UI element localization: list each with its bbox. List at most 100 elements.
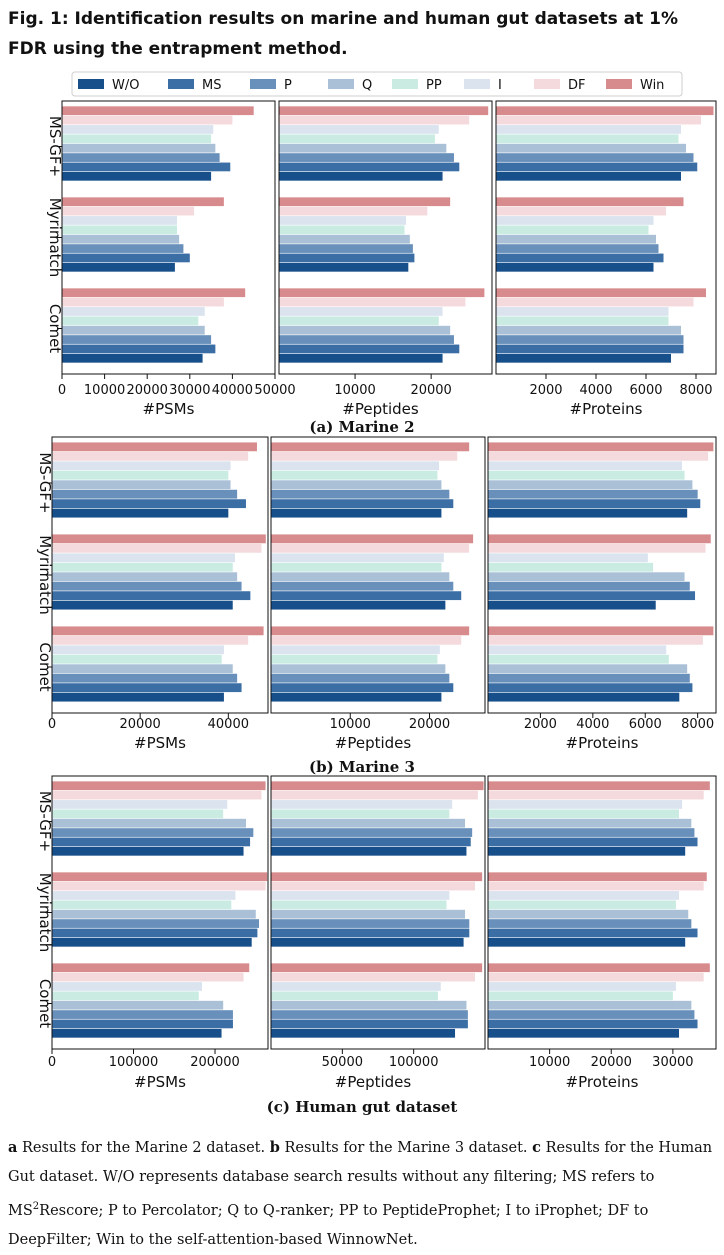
figure-caption: a Results for the Marine 2 dataset. b Re… bbox=[8, 1133, 720, 1255]
bar-myrimatch-pp bbox=[279, 225, 405, 235]
x-axis-label: #Peptides bbox=[335, 1073, 412, 1091]
bar-comet-ms bbox=[52, 1019, 233, 1029]
bar-myrimatch-win bbox=[496, 197, 684, 207]
bar-comet-i bbox=[52, 982, 202, 991]
legend: W/O MS P Q PP I DF Win bbox=[71, 71, 683, 97]
bar-msgf-wo bbox=[279, 171, 443, 181]
legend-item-i: I bbox=[464, 78, 502, 93]
bar-comet-win bbox=[496, 288, 706, 298]
bar-myrimatch-df bbox=[496, 206, 666, 216]
bar-myrimatch-q bbox=[488, 572, 685, 582]
bar-msgf-df bbox=[52, 451, 249, 461]
bar-msgf-df bbox=[488, 451, 709, 461]
bar-msgf-q bbox=[271, 818, 466, 828]
bar-comet-q bbox=[271, 1000, 467, 1010]
caption-label-c: c bbox=[532, 1139, 541, 1156]
bar-msgf-wo bbox=[496, 171, 681, 181]
x-tick-label: 30000 bbox=[652, 1055, 693, 1070]
bar-comet-p bbox=[52, 673, 238, 683]
y-category-label: Comet bbox=[36, 642, 54, 691]
bar-myrimatch-p bbox=[488, 581, 690, 591]
bar-myrimatch-pp bbox=[62, 225, 178, 235]
bar-msgf-p bbox=[496, 153, 694, 162]
x-tick-label: 4000 bbox=[576, 717, 609, 732]
bar-msgf-df bbox=[496, 115, 701, 125]
bar-myrimatch-i bbox=[271, 891, 450, 900]
bar-msgf-win bbox=[52, 442, 257, 452]
bar-comet-q bbox=[52, 1000, 224, 1010]
bar-myrimatch-wo bbox=[488, 600, 656, 610]
bar-msgf-wo bbox=[271, 508, 442, 518]
subplot-psms: 0 20000 40000 #PSMs bbox=[48, 436, 269, 752]
bar-comet-pp bbox=[488, 991, 673, 1001]
bar-msgf-ms bbox=[488, 499, 701, 509]
bar-comet-df bbox=[62, 297, 224, 307]
bar-msgf-wo bbox=[488, 508, 688, 518]
bar-myrimatch-ms bbox=[271, 591, 462, 601]
x-axis-label: #Proteins bbox=[566, 734, 639, 752]
bar-msgf-p bbox=[271, 489, 450, 499]
legend-label: Q bbox=[362, 78, 372, 93]
bar-msgf-i bbox=[52, 800, 228, 809]
legend-item-pp: PP bbox=[392, 78, 442, 93]
bar-comet-p bbox=[52, 1010, 233, 1019]
bar-myrimatch-wo bbox=[62, 262, 175, 272]
bar-comet-ms bbox=[488, 683, 693, 693]
x-tick-label: 10000 bbox=[330, 717, 371, 732]
bar-msgf-wo bbox=[271, 846, 467, 856]
bar-msgf-i bbox=[488, 461, 682, 471]
legend-frame bbox=[71, 71, 683, 97]
caption-label-b: b bbox=[269, 1139, 280, 1156]
bar-myrimatch-i bbox=[52, 891, 236, 900]
bar-myrimatch-q bbox=[52, 909, 256, 919]
bar-msgf-p bbox=[488, 489, 698, 499]
bar-msgf-win bbox=[62, 106, 254, 116]
bar-myrimatch-pp bbox=[52, 900, 232, 910]
bar-myrimatch-i bbox=[62, 216, 178, 225]
bar-msgf-pp bbox=[279, 134, 435, 144]
bar-msgf-ms bbox=[496, 162, 698, 172]
bar-msgf-wo bbox=[52, 508, 229, 518]
legend-item-df: DF bbox=[534, 78, 586, 93]
bar-myrimatch-wo bbox=[496, 262, 654, 272]
bar-comet-pp bbox=[496, 316, 669, 326]
y-category-label: MS-GF+ bbox=[46, 116, 64, 177]
bar-msgf-pp bbox=[271, 809, 450, 819]
legend-label: I bbox=[498, 78, 502, 93]
bar-comet-win bbox=[279, 288, 485, 298]
bar-myrimatch-df bbox=[52, 881, 266, 891]
bar-msgf-win bbox=[279, 106, 489, 116]
x-tick-label: 20000 bbox=[409, 717, 450, 732]
bar-msgf-pp bbox=[52, 470, 229, 480]
bar-comet-q bbox=[62, 325, 205, 335]
bar-myrimatch-df bbox=[488, 543, 706, 553]
x-tick-label: 10000 bbox=[84, 383, 125, 398]
bar-msgf-df bbox=[279, 115, 470, 125]
bar-myrimatch-win bbox=[271, 534, 474, 544]
bar-myrimatch-q bbox=[488, 909, 689, 919]
bar-myrimatch-ms bbox=[52, 928, 258, 938]
bar-comet-wo bbox=[52, 692, 224, 702]
bar-comet-p bbox=[279, 335, 454, 344]
bar-comet-wo bbox=[62, 353, 203, 363]
legend-swatch bbox=[534, 79, 560, 89]
bar-comet-q bbox=[488, 1000, 692, 1010]
x-tick-label: 100000 bbox=[109, 1055, 159, 1070]
bar-myrimatch-q bbox=[496, 234, 656, 244]
bar-msgf-i bbox=[496, 125, 681, 134]
bar-msgf-pp bbox=[488, 809, 680, 819]
chart-subtitle: (a) Marine 2 bbox=[309, 418, 414, 436]
axes-frame bbox=[487, 436, 717, 714]
bar-msgf-q bbox=[271, 480, 442, 490]
chart-subtitle: (b) Marine 3 bbox=[309, 758, 415, 776]
x-tick-label: 6000 bbox=[629, 717, 662, 732]
bar-comet-df bbox=[52, 635, 249, 645]
x-tick-label: 0 bbox=[58, 383, 66, 398]
x-axis-label: #Proteins bbox=[566, 1073, 639, 1091]
bar-comet-ms bbox=[271, 1019, 468, 1029]
x-axis-label: #Peptides bbox=[342, 400, 419, 418]
x-tick-label: 6000 bbox=[629, 383, 662, 398]
bar-msgf-df bbox=[488, 790, 704, 800]
bar-comet-wo bbox=[271, 692, 442, 702]
